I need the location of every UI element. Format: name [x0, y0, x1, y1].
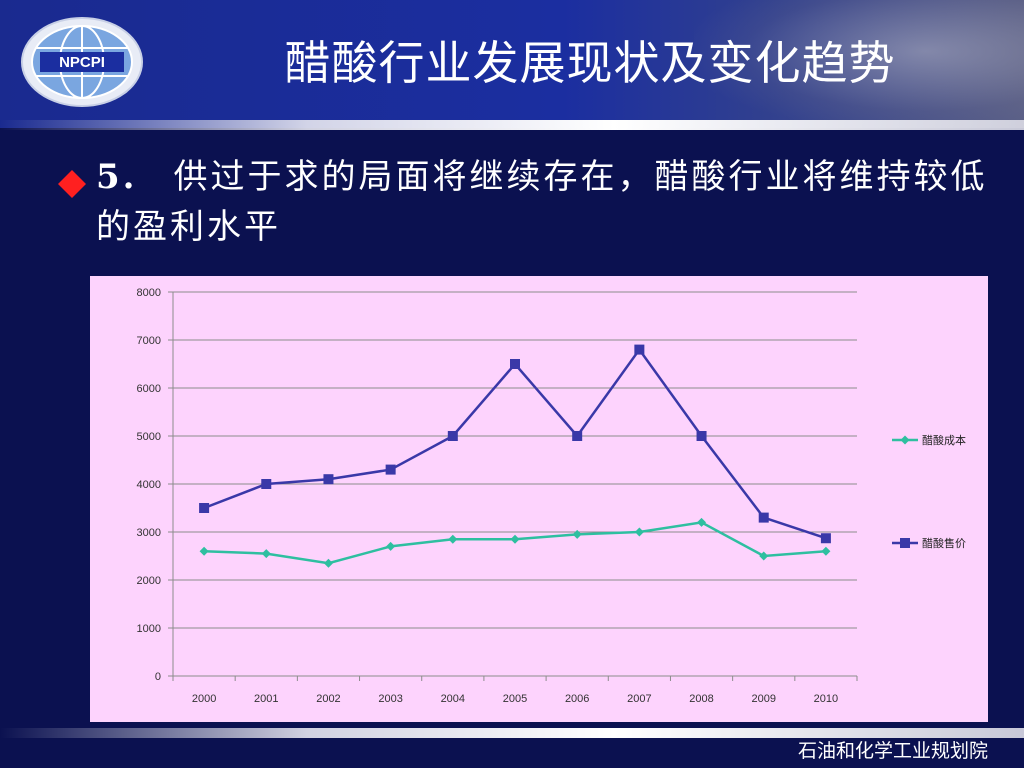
x-tick-label: 2003 [378, 693, 402, 705]
y-tick-label: 0 [155, 671, 161, 683]
data-point-cost [759, 551, 769, 561]
header-divider [0, 120, 1024, 130]
data-point-cost [261, 549, 271, 559]
header-bar: NPCPI 醋酸行业发展现状及变化趋势 [0, 0, 1024, 128]
x-tick-label: 2004 [441, 693, 465, 705]
data-point-price [758, 512, 769, 523]
y-tick-label: 1000 [137, 623, 161, 635]
data-point-price [199, 503, 210, 513]
footer-org: 石油和化学工业规划院 [797, 740, 988, 762]
x-tick-label: 2002 [316, 693, 340, 705]
y-tick-label: 8000 [137, 287, 161, 299]
x-tick-label: 2010 [814, 693, 838, 705]
data-point-price [634, 344, 645, 355]
y-tick-label: 6000 [137, 383, 161, 395]
line-chart: 0 1000 2000 3000 4000 5000 6000 7000 8000 2000 200… [137, 287, 966, 705]
data-point-price [447, 431, 458, 441]
data-point-price [820, 533, 831, 544]
bullet-point: 5. 供过于求的局面将继续存在，醋酸行业将维持较低的盈利水平 [96, 152, 1006, 252]
x-tick-label: 2008 [689, 693, 713, 705]
data-point-cost [572, 529, 582, 539]
chart-area: 0 1000 2000 3000 4000 5000 6000 7000 8000 2000 200… [90, 276, 988, 722]
x-tick-label: 2005 [503, 693, 527, 705]
x-tick-label: 2000 [192, 693, 216, 705]
x-tick-label: 2006 [565, 693, 589, 705]
footer-divider [0, 728, 1024, 738]
legend-marker-2 [900, 538, 910, 548]
bullet-number: 5. [96, 157, 138, 197]
legend-label-2: 醋酸售价 [922, 536, 966, 550]
data-point-price [572, 431, 583, 441]
data-point-cost [697, 517, 707, 527]
x-tick-label: 2007 [627, 693, 651, 705]
data-point-price [323, 474, 334, 485]
data-point-price [385, 464, 396, 475]
data-point-price [696, 431, 707, 441]
data-point-cost [510, 534, 520, 544]
data-point-cost [323, 558, 333, 568]
slide-title: 醋酸行业发展现状及变化趋势 [284, 36, 896, 90]
y-tick-label: 7000 [137, 335, 161, 347]
data-point-cost [821, 546, 831, 556]
data-point-price [510, 359, 520, 369]
series-line-2 [203, 347, 827, 540]
data-point-cost [448, 534, 458, 544]
header-photo-glow [694, 0, 1024, 128]
x-tick-label: 2001 [254, 693, 278, 705]
y-tick-label: 5000 [137, 431, 161, 443]
data-point-cost [634, 527, 644, 537]
y-tick-label: 2000 [137, 575, 161, 587]
data-point-cost [386, 541, 396, 551]
y-tick-label: 4000 [137, 479, 161, 491]
legend-label-1: 醋酸成本 [922, 433, 966, 447]
diamond-bullet-icon [58, 170, 86, 198]
data-point-price [261, 479, 272, 489]
y-tick-label: 3000 [137, 527, 161, 539]
legend-marker-1 [900, 435, 910, 445]
logo-text: NPCPI [59, 54, 105, 71]
bullet-text: 供过于求的局面将继续存在，醋酸行业将维持较低的盈利水平 [96, 157, 988, 247]
npcpi-logo: NPCPI [21, 17, 143, 107]
x-tick-label: 2009 [751, 693, 775, 705]
data-point-cost [199, 546, 209, 556]
